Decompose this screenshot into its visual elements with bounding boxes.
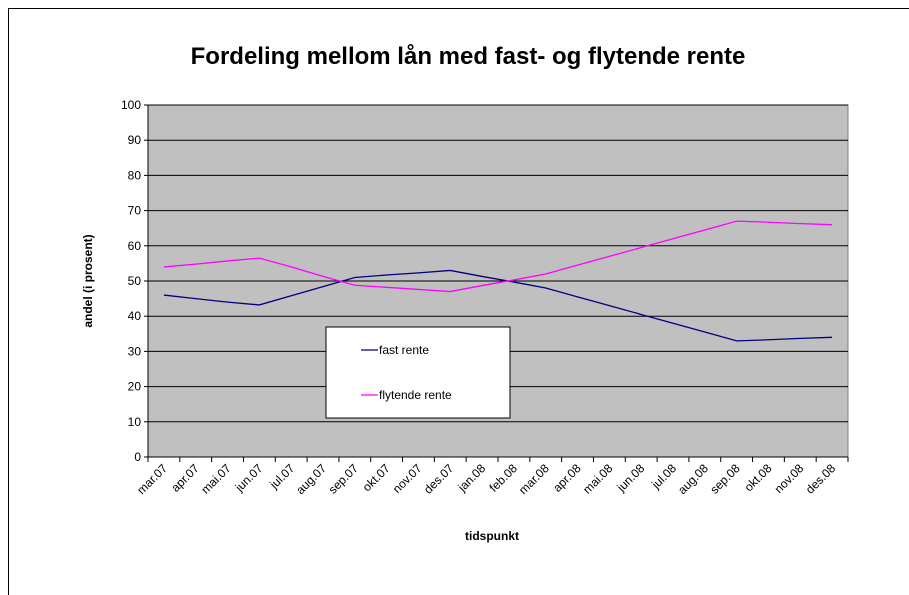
y-tick-label: 40 <box>128 309 142 323</box>
y-tick-label: 100 <box>121 98 141 112</box>
y-tick-label: 90 <box>128 133 142 147</box>
y-tick-label: 70 <box>128 204 142 218</box>
y-tick-label: 50 <box>128 274 142 288</box>
y-tick-label: 0 <box>134 450 141 464</box>
x-axis-label: tidspunkt <box>465 529 519 543</box>
y-tick-label: 10 <box>128 415 142 429</box>
y-tick-label: 80 <box>128 168 142 182</box>
y-tick-label: 20 <box>128 380 142 394</box>
y-tick-label: 60 <box>128 239 142 253</box>
legend-box <box>325 326 511 419</box>
series-line <box>163 269 833 342</box>
chart-title: Fordeling mellom lån med fast- og flyten… <box>191 43 746 70</box>
legend-label: flytende rente <box>379 388 452 402</box>
legend-label: fast rente <box>379 343 429 357</box>
y-tick-label: 30 <box>128 344 142 358</box>
y-axis-label: andel (i prosent) <box>81 234 95 327</box>
series-line <box>163 220 833 293</box>
